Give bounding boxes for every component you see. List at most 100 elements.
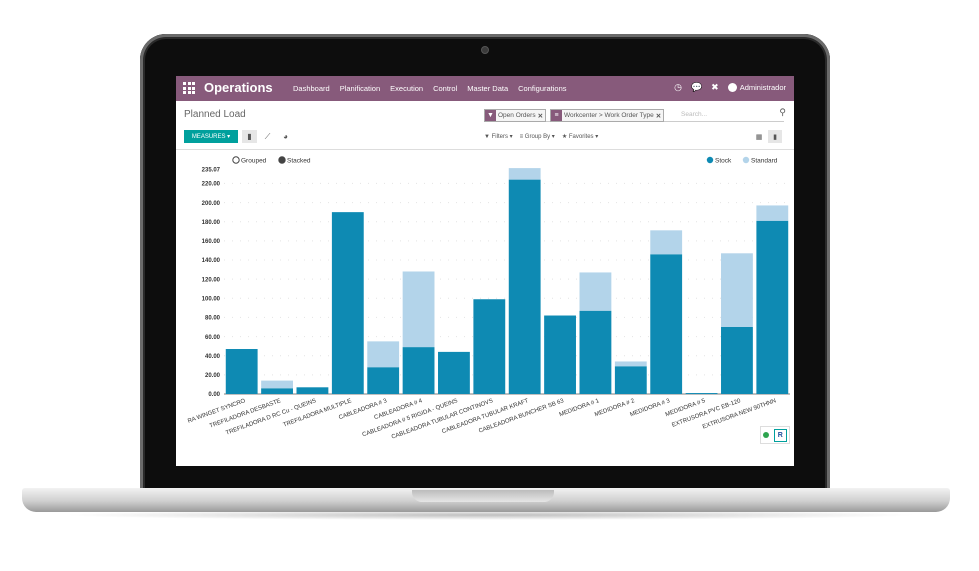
star-icon: ★ (561, 134, 569, 140)
bar-standard[interactable] (402, 271, 435, 348)
close-icon[interactable]: ✖ (711, 82, 719, 92)
bar-stock[interactable] (331, 212, 364, 394)
remove-facet-icon[interactable]: ✕ (655, 112, 662, 120)
bar-stock[interactable] (367, 367, 400, 394)
bar-stock[interactable] (685, 393, 718, 394)
y-tick-label: 80.00 (205, 316, 221, 322)
y-tick-label: 180.00 (202, 220, 221, 226)
bar-standard[interactable] (756, 205, 789, 221)
list-icon: ≡ (519, 134, 525, 140)
apps-menu-icon[interactable] (183, 82, 195, 94)
bar-standard[interactable] (261, 380, 293, 389)
search-options: ▼ Filters ▾ ≡ Group By ▾ ★ Favorites ▾ (484, 133, 598, 140)
top-navbar: Operations Dashboard Planification Execu… (176, 76, 794, 101)
main-menu: Dashboard Planification Execution Contro… (293, 84, 567, 93)
control-panel: Planned Load ▼ Open Orders ✕ ≡ Workcente… (176, 101, 794, 150)
floating-widget: R (760, 426, 790, 444)
search-bar[interactable]: ▼ Open Orders ✕ ≡ Workcenter > Work Orde… (484, 107, 786, 122)
menu-item-configurations[interactable]: Configurations (518, 84, 567, 93)
facet-workcenter[interactable]: ≡ Workcenter > Work Order Type ✕ (550, 109, 665, 122)
facet-label: Open Orders (498, 112, 536, 119)
app-screen: Operations Dashboard Planification Execu… (176, 76, 794, 466)
bar-chart-icon[interactable]: ▮ (242, 130, 257, 143)
app-brand[interactable]: Operations (204, 80, 273, 95)
bar-standard[interactable] (650, 230, 683, 255)
remove-facet-icon[interactable]: ✕ (537, 112, 544, 120)
bar-stock[interactable] (721, 326, 753, 394)
avatar (727, 83, 737, 93)
menu-item-dashboard[interactable]: Dashboard (293, 84, 330, 93)
favorites-dropdown[interactable]: ★ Favorites ▾ (562, 133, 598, 140)
bar-stock[interactable] (296, 387, 329, 394)
filters-dropdown[interactable]: ▼ Filters ▾ (484, 133, 513, 140)
search-icon[interactable]: ⚲ (779, 107, 786, 117)
menu-item-execution[interactable]: Execution (390, 84, 424, 93)
y-tick-label: 60.00 (205, 335, 221, 341)
bar-stock[interactable] (544, 315, 576, 394)
app-badge-icon[interactable]: R (773, 428, 787, 442)
legend-label: Stock (715, 158, 732, 165)
y-tick-label: 20.00 (205, 373, 221, 379)
legend-swatch[interactable] (706, 156, 714, 164)
facet-label: Workcenter > Work Order Type (564, 112, 654, 119)
webcam-icon (481, 46, 489, 54)
menu-item-control[interactable]: Control (433, 84, 458, 93)
groupby-dropdown[interactable]: ≡ Group By ▾ (520, 133, 555, 140)
clock-icon[interactable]: ◷ (674, 82, 682, 92)
mode-label-stacked: Stacked (287, 158, 311, 165)
status-dot-icon[interactable] (763, 432, 770, 438)
bar-stock[interactable] (756, 220, 789, 394)
bar-stock[interactable] (579, 310, 612, 394)
bar-stock[interactable] (473, 299, 506, 394)
legend-swatch[interactable] (742, 156, 750, 164)
line-chart-icon[interactable]: ⟋ (264, 131, 271, 141)
mode-radio-stacked[interactable] (278, 156, 286, 164)
mode-label-grouped: Grouped (241, 158, 267, 165)
bar-stock[interactable] (650, 254, 683, 394)
systray: ◷ 💬 ✖ Administrador (674, 82, 786, 93)
filter-icon: ▼ (485, 110, 496, 121)
laptop-notch (412, 490, 554, 502)
bar-standard[interactable] (721, 253, 753, 327)
measures-button[interactable]: MEASURES ▾ (184, 130, 238, 143)
y-tick-label: 40.00 (205, 354, 221, 360)
user-menu[interactable]: Administrador (727, 82, 786, 93)
y-max-label: 235.07 (202, 168, 221, 174)
groupby-label: Group By ▾ (524, 134, 555, 140)
user-name: Administrador (739, 82, 786, 92)
y-tick-label: 0.00 (208, 392, 220, 398)
bar-stock[interactable] (508, 179, 541, 394)
facet-open-orders[interactable]: ▼ Open Orders ✕ (484, 109, 547, 122)
pie-chart-icon[interactable]: ◕ (283, 132, 288, 141)
legend-label: Standard (751, 158, 778, 165)
bar-chart: Grouped Stacked Stock Standard 235.07 220.00 2… (187, 156, 790, 441)
y-tick-label: 220.00 (202, 182, 221, 188)
menu-item-planification[interactable]: Planification (339, 84, 381, 93)
search-input[interactable]: Search... (681, 111, 708, 118)
laptop-shadow (60, 510, 920, 520)
bar-standard[interactable] (579, 272, 612, 311)
bar-stock[interactable] (225, 349, 258, 394)
y-tick-label: 100.00 (202, 296, 221, 302)
bar-standard[interactable] (614, 361, 647, 367)
y-tick-label: 200.00 (202, 201, 221, 207)
bar-stock[interactable] (261, 388, 293, 394)
favorites-label: Favorites ▾ (568, 134, 599, 140)
y-tick-label: 140.00 (202, 258, 221, 264)
bar-stock[interactable] (614, 366, 647, 394)
pivot-view-icon[interactable]: ▦ (755, 133, 763, 141)
graph-view-icon[interactable]: ▮ (768, 130, 782, 143)
y-tick-label: 120.00 (202, 277, 221, 283)
bar-standard[interactable] (508, 168, 541, 180)
y-tick-label: 160.00 (202, 239, 221, 245)
bar-stock[interactable] (438, 351, 470, 394)
chat-icon[interactable]: 💬 (690, 82, 703, 92)
mode-radio-grouped[interactable] (232, 156, 240, 164)
page-title: Planned Load (184, 109, 246, 120)
funnel-icon: ▼ (484, 134, 492, 140)
groupby-icon: ≡ (551, 110, 562, 121)
filters-label: Filters ▾ (491, 134, 513, 140)
bar-standard[interactable] (367, 341, 400, 368)
menu-item-master-data[interactable]: Master Data (467, 84, 509, 93)
bar-stock[interactable] (402, 347, 435, 394)
